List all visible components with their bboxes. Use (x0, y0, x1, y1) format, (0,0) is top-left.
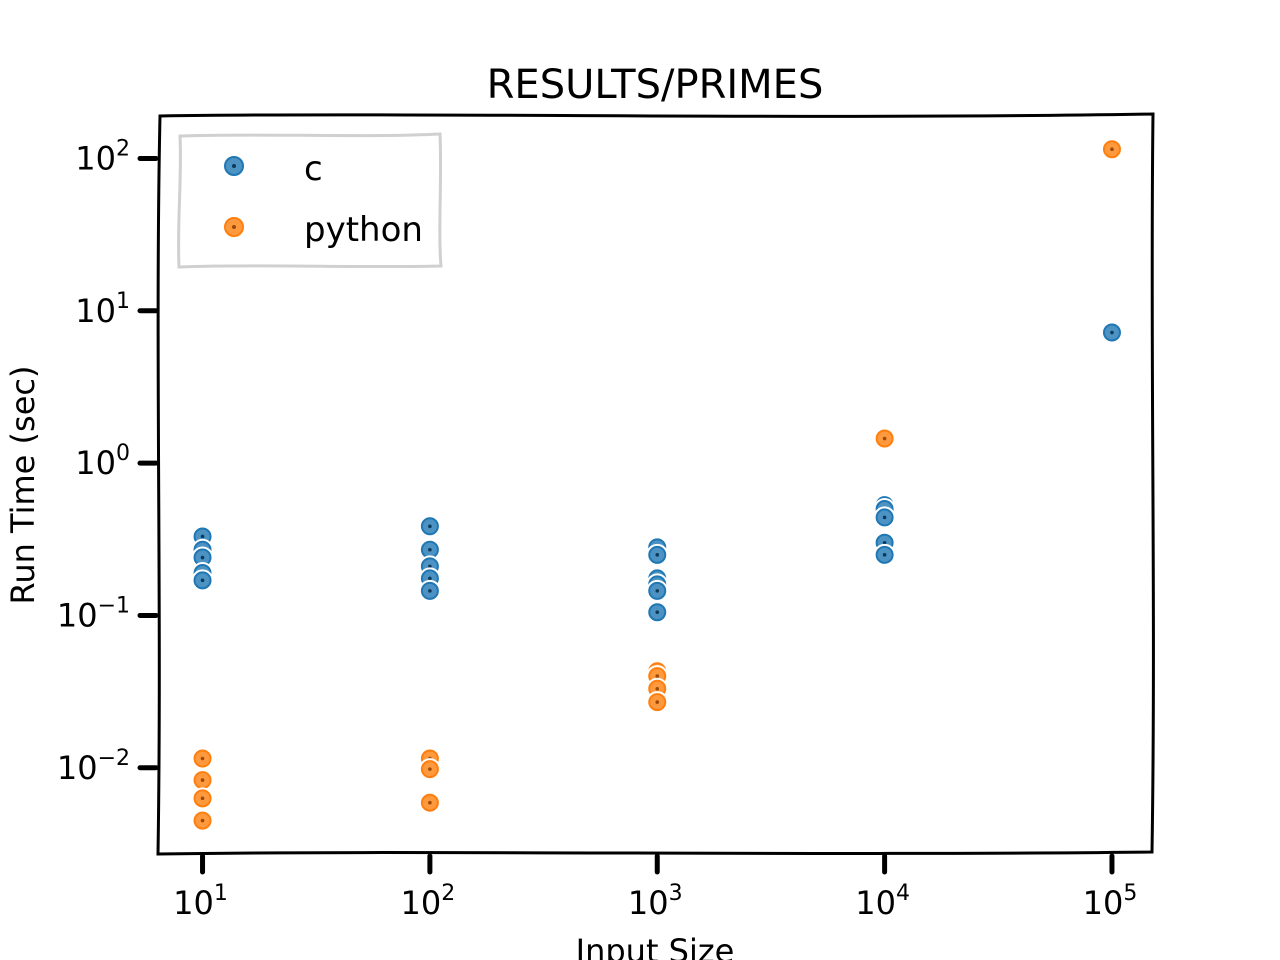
data-point-c (646, 543, 669, 566)
data-point-python (873, 427, 896, 450)
y-tick-label: 10−2 (57, 746, 130, 787)
x-tick-label: 105 (1083, 881, 1138, 922)
legend-marker-python-dot (232, 225, 236, 229)
legend: c python (177, 132, 443, 269)
legend-label-python: python (304, 210, 423, 250)
data-point-c (191, 569, 214, 592)
legend-marker-c-dot (232, 164, 236, 168)
x-tick-label: 102 (401, 881, 456, 922)
chart-title: RESULTS/PRIMES (487, 62, 824, 108)
x-tick-label: 103 (628, 881, 683, 922)
plot-frame (156, 112, 1155, 856)
x-tick-label: 101 (173, 881, 228, 922)
data-point-python (191, 769, 214, 792)
y-tick-label: 101 (75, 289, 130, 330)
data-point-python (418, 758, 441, 781)
legend-label-c: c (304, 149, 323, 189)
y-tick-label: 102 (75, 136, 130, 177)
data-point-c (1100, 321, 1123, 344)
y-axis-ticks: 102 101 100 10−1 10−2 (57, 136, 159, 787)
data-point-c (646, 579, 669, 602)
data-point-python (1100, 138, 1123, 161)
x-tick-label: 104 (855, 881, 910, 922)
data-point-c (873, 543, 896, 566)
x-axis-label: Input Size (576, 932, 735, 960)
data-point-c (873, 506, 896, 529)
x-axis-ticks: 101 102 103 104 105 (173, 853, 1138, 922)
data-point-c (418, 515, 441, 538)
y-axis-label: Run Time (sec) (4, 366, 42, 605)
data-point-python (191, 809, 214, 832)
data-point-python (191, 787, 214, 810)
data-point-python (418, 791, 441, 814)
data-point-c (646, 601, 669, 624)
data-point-c (418, 579, 441, 602)
data-point-c (191, 546, 214, 569)
legend-box (177, 132, 443, 269)
data-point-python (646, 691, 669, 714)
y-tick-label: 100 (75, 441, 130, 482)
y-tick-label: 10−1 (57, 593, 130, 634)
data-points (191, 138, 1123, 832)
data-point-python (191, 747, 214, 770)
